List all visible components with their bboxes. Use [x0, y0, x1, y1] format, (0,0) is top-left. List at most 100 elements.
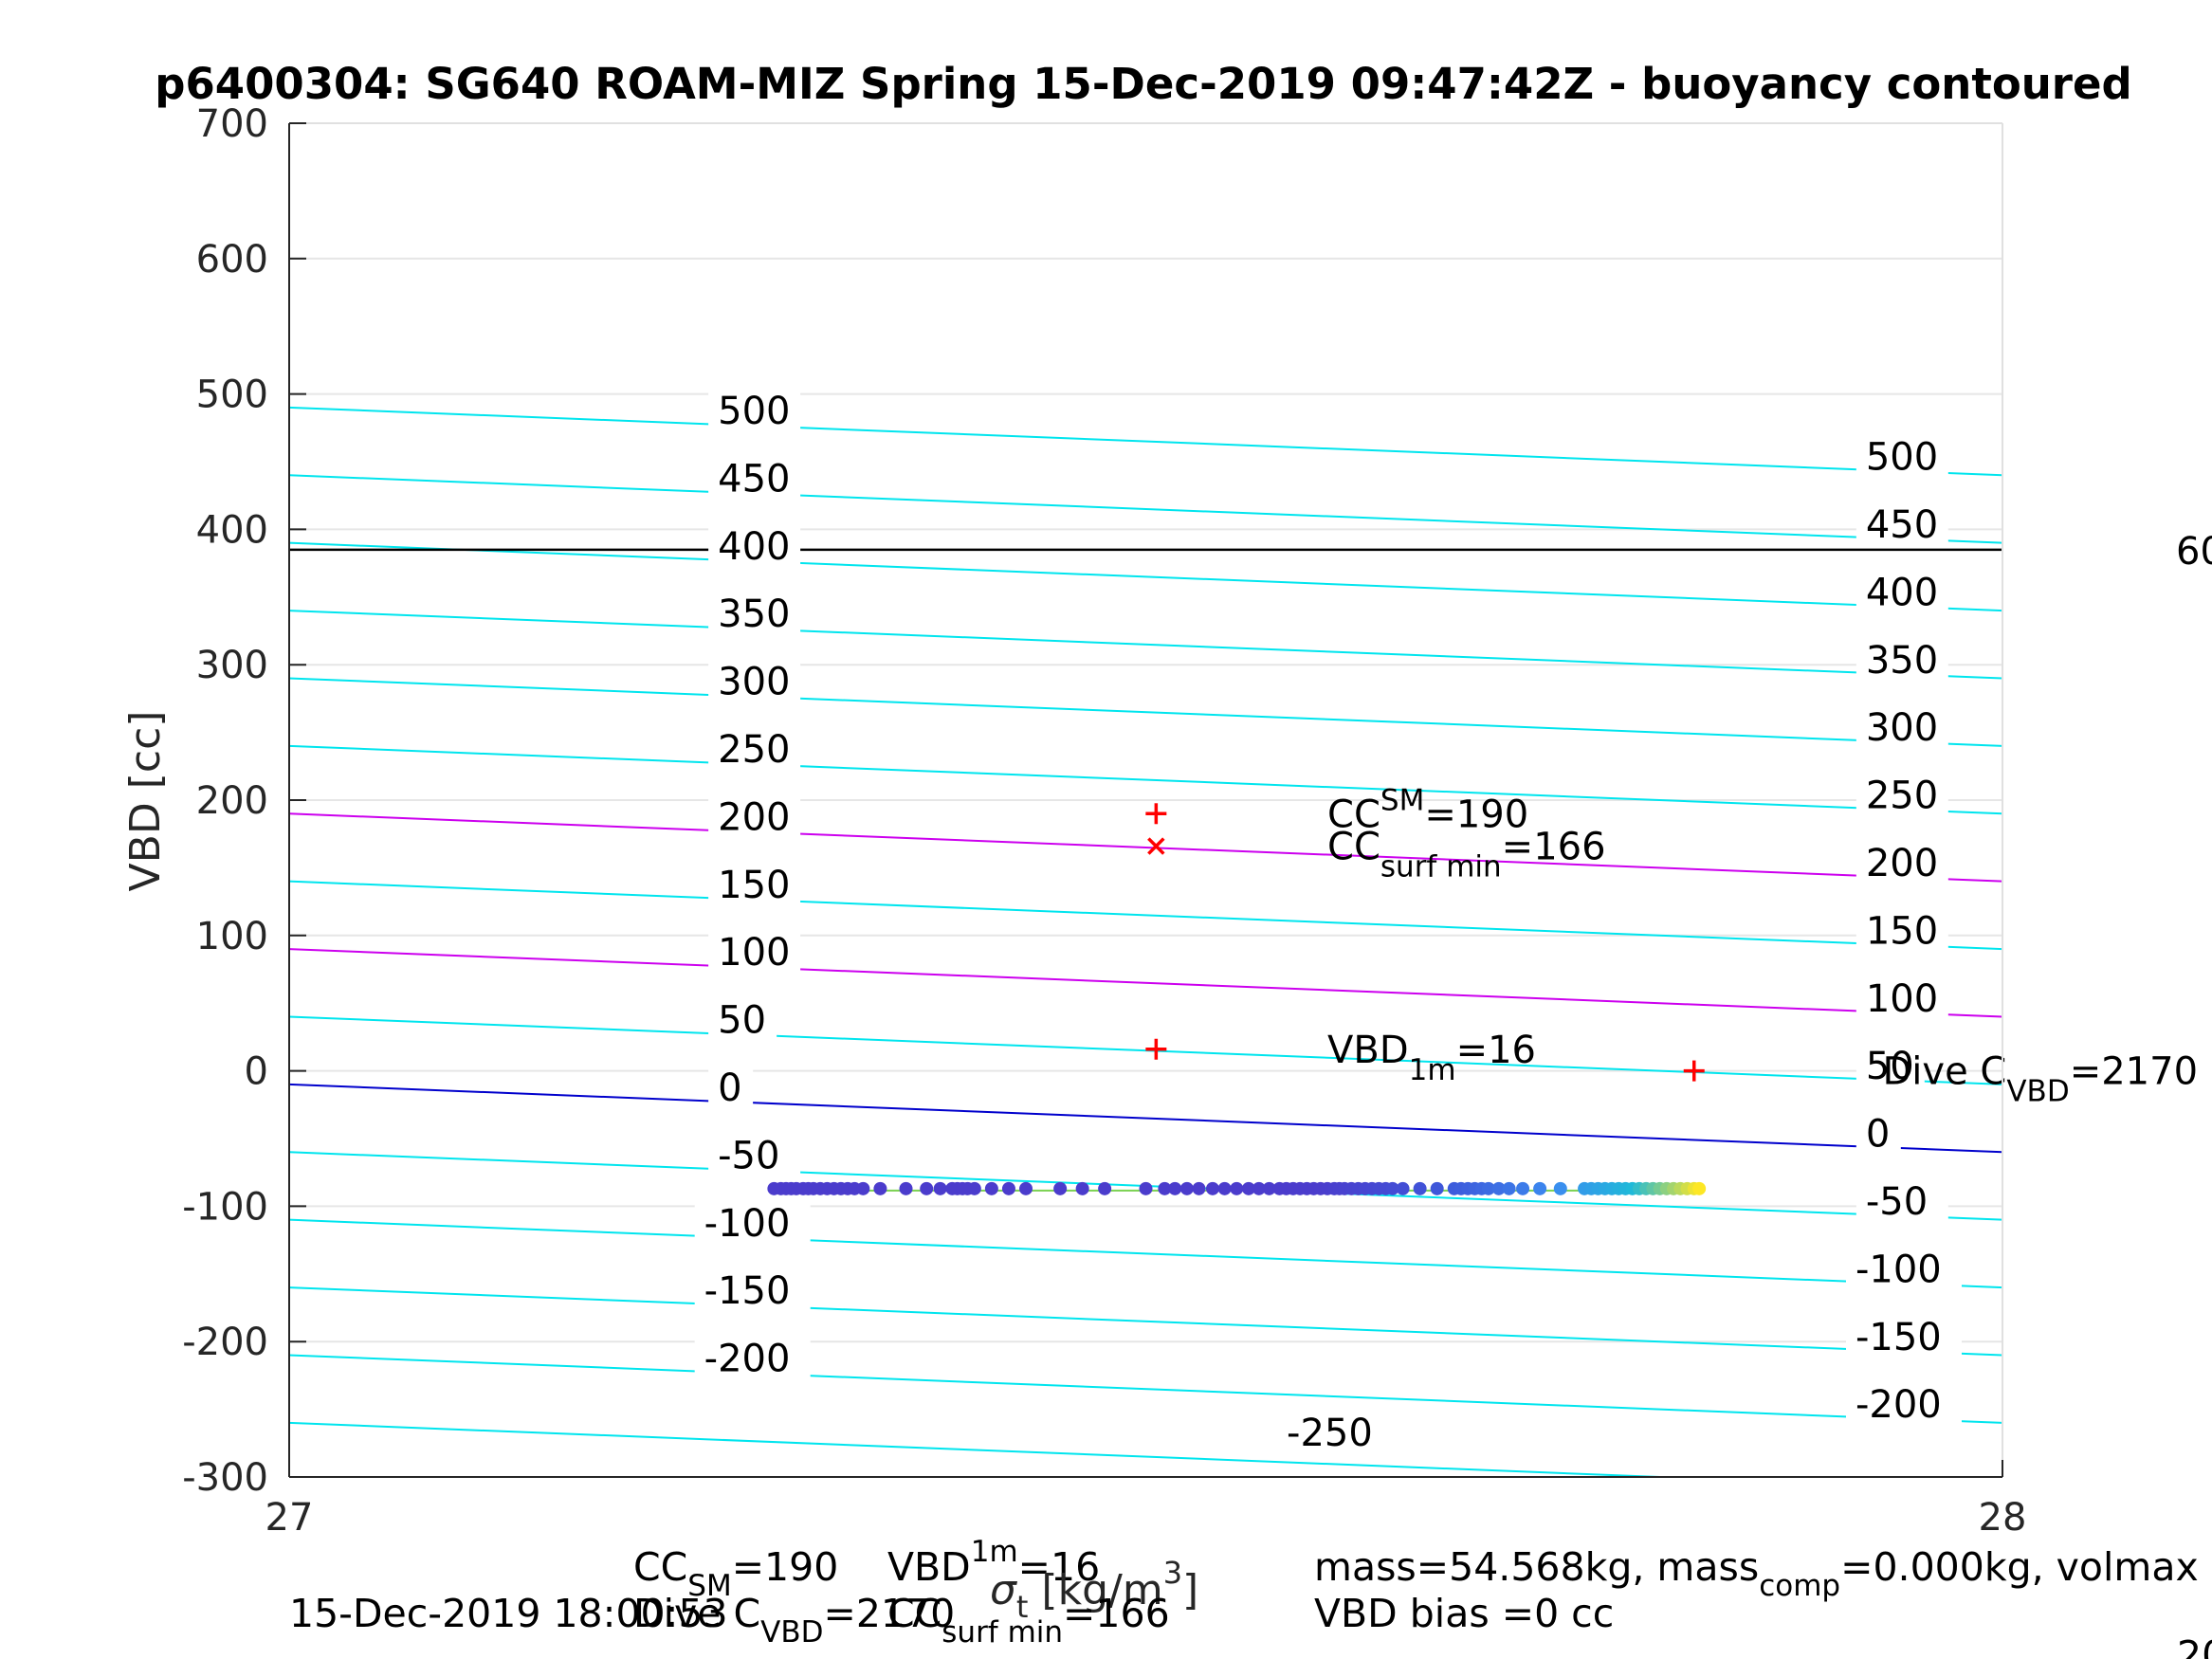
contour-label-left: -200	[704, 1338, 791, 1381]
contour-label-left: 0	[718, 1066, 741, 1110]
scatter-point	[1385, 1181, 1399, 1195]
scatter-point	[1553, 1181, 1567, 1195]
y-tick-label: 0	[245, 1050, 268, 1094]
footer-cc-surf-min: CCsurf min=166	[887, 1591, 1170, 1650]
scatter-point	[1179, 1181, 1194, 1195]
contour-label-bg	[1277, 1413, 1394, 1456]
scatter-point	[1430, 1181, 1444, 1195]
scatter-point	[1192, 1181, 1206, 1195]
contour-label-bg	[708, 1136, 801, 1178]
footer-vbd-bias: VBD bias =0 cc	[1314, 1591, 1614, 1636]
scatter-point	[1098, 1181, 1112, 1195]
y-tick-label: 700	[196, 102, 268, 146]
contour-label-bg	[1856, 504, 1948, 547]
contour-label-bg	[694, 1339, 811, 1381]
x-tick-label: 27	[265, 1496, 314, 1540]
reference-line: 60	[289, 530, 2212, 574]
scatter-point	[1139, 1181, 1153, 1195]
y-axis-label: VBD [cc]	[121, 711, 170, 892]
contour-label-left: 400	[718, 525, 790, 569]
contour-label-bg	[1845, 1249, 1962, 1292]
annotation-0: CCSM=190	[1327, 783, 1528, 836]
contour-label-right: 350	[1866, 639, 1938, 683]
scatter-point	[1158, 1181, 1172, 1195]
contour-label-bg	[708, 459, 801, 501]
contour-line-400	[288, 541, 2003, 612]
contour-label-left: -150	[704, 1269, 791, 1313]
contour-line--250	[288, 1421, 1660, 1478]
scatter-point	[1217, 1181, 1232, 1195]
y-tick-label: 100	[196, 915, 268, 958]
scatter-point	[1075, 1181, 1089, 1195]
contour-label-bg	[708, 865, 801, 907]
marker-Dive_C_VBD	[1683, 1060, 1705, 1082]
contour-label-right: 300	[1866, 706, 1938, 750]
contour-label-right: -150	[1856, 1316, 1942, 1359]
annotation-3: Dive CVBD=2170	[1883, 1050, 2199, 1109]
contour-label-bg	[1856, 1047, 1925, 1089]
footer-cc-sm: CCSM=190	[633, 1544, 838, 1603]
contour-label-bg	[1856, 911, 1948, 954]
scatter-point	[1053, 1181, 1068, 1195]
contour-line-200	[288, 812, 2003, 883]
footer-dive-c-vbd: Dive CVBD=2170	[633, 1591, 955, 1650]
scatter-point	[1533, 1181, 1547, 1195]
contour-label-bg	[1856, 775, 1948, 818]
contour-label-bg	[1856, 640, 1948, 683]
x-axis-label: σt [kg/m3]	[990, 1555, 1198, 1625]
scatter-point	[984, 1181, 998, 1195]
contour-label-left: 150	[718, 864, 790, 907]
y-tick-label: -100	[182, 1185, 268, 1229]
contour-label-bg	[1845, 1317, 1962, 1359]
contour-line--100	[288, 1218, 2003, 1289]
buoyancy-contours	[288, 406, 2003, 1478]
scatter-point	[1692, 1181, 1707, 1195]
scatter-point	[1413, 1181, 1427, 1195]
footer-mass: mass=54.568kg, masscomp=0.000kg, volmax	[1314, 1544, 2199, 1603]
scatter-point	[856, 1181, 870, 1195]
contour-label-bg	[708, 797, 801, 840]
scatter-point	[1252, 1181, 1266, 1195]
scatter-point	[1019, 1181, 1033, 1195]
contour-label-bg	[1856, 978, 1948, 1021]
scatter-point	[967, 1181, 981, 1195]
contour-label-right: -50	[1866, 1180, 1928, 1224]
marker-stroke	[1147, 837, 1165, 855]
contour-label-left: -100	[704, 1202, 791, 1246]
contour-label-left: 250	[718, 728, 790, 772]
y-tick-label: 400	[196, 508, 268, 552]
contour-label-bg	[708, 1000, 777, 1043]
contour-line-500	[288, 406, 2003, 477]
footer-date: 15-Dec-2019 18:00:53	[289, 1591, 728, 1636]
contour-line-0	[288, 1083, 2003, 1154]
contour-label-bg	[708, 392, 801, 434]
y-tick-label: -200	[182, 1321, 268, 1364]
contour-label-bg	[708, 1068, 754, 1111]
scatter-point	[933, 1181, 947, 1195]
contour-label-right: 500	[1866, 436, 1938, 480]
contour-line--200	[288, 1354, 2003, 1424]
chart-title: p6400304: SG640 ROAM-MIZ Spring 15-Dec-2…	[155, 59, 2131, 109]
contour-label-right: 450	[1866, 503, 1938, 547]
annotation-1: CCsurf min=166	[1327, 826, 1606, 884]
y-tick-label: 500	[196, 374, 268, 417]
marker-CC_SM	[1145, 803, 1167, 825]
footer-cut-value: 20	[2177, 1632, 2212, 1659]
contour-label-right: 50	[1866, 1045, 1914, 1088]
x-tick-label: 28	[1979, 1496, 2027, 1540]
scatter-point	[1168, 1181, 1182, 1195]
contour-line-250	[288, 744, 2003, 815]
footer: CCSM=190 VBD1m=16 mass=54.568kg, masscom…	[289, 1535, 2212, 1659]
contour-label-bg	[694, 1203, 811, 1246]
contour-label-bg	[694, 1271, 811, 1314]
contour-line-450	[288, 474, 2003, 544]
reference-line-label: 60	[2176, 530, 2212, 574]
contour-label-left: 450	[718, 457, 790, 501]
contour-label-bg	[708, 662, 801, 704]
contour-label-right: 0	[1866, 1113, 1890, 1157]
contour-line-350	[288, 610, 2003, 680]
contour-label-bg	[1845, 1385, 1962, 1428]
contour-label-right: 200	[1866, 842, 1938, 885]
contour-label-right: -200	[1856, 1383, 1942, 1427]
